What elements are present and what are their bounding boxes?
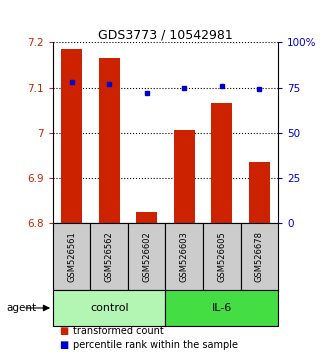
Bar [166, 223, 203, 290]
Bar [212, 103, 232, 223]
Text: percentile rank within the sample: percentile rank within the sample [73, 340, 238, 350]
Text: control: control [90, 303, 128, 313]
Text: ■: ■ [60, 340, 69, 350]
Bar [99, 58, 119, 223]
Bar [62, 49, 82, 223]
Bar [53, 223, 90, 290]
Text: ■: ■ [60, 326, 69, 336]
Bar [90, 223, 128, 290]
Bar [241, 223, 278, 290]
Bar [249, 162, 269, 223]
Bar [128, 223, 166, 290]
Text: GSM526562: GSM526562 [105, 231, 114, 282]
Text: GSM526561: GSM526561 [67, 231, 76, 282]
Bar [136, 212, 157, 223]
Bar [53, 290, 166, 326]
Text: GSM526602: GSM526602 [142, 231, 151, 282]
Bar [174, 131, 195, 223]
Bar [166, 290, 278, 326]
Bar [203, 223, 241, 290]
Text: GSM526603: GSM526603 [180, 231, 189, 282]
Text: IL-6: IL-6 [212, 303, 232, 313]
Title: GDS3773 / 10542981: GDS3773 / 10542981 [98, 28, 233, 41]
Text: transformed count: transformed count [73, 326, 164, 336]
Text: agent: agent [7, 303, 37, 313]
Text: GSM526678: GSM526678 [255, 231, 264, 282]
Text: GSM526605: GSM526605 [217, 231, 226, 282]
